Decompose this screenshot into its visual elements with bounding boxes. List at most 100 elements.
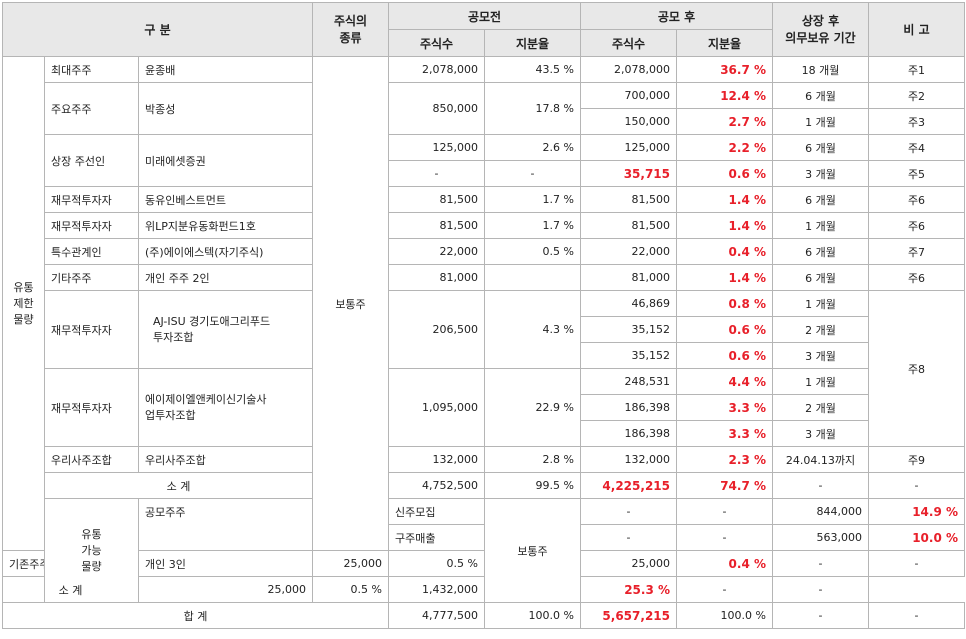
holder-type: 기타주주 [44, 264, 139, 291]
pre-stake: 2.6 % [484, 134, 581, 161]
pre-stake: 1.7 % [484, 186, 581, 213]
pre-stake: 100.0 % [484, 602, 581, 629]
table-row: 유통 제한 물량 최대주주 윤종배 보통주 2,078,000 43.5 % 2… [2, 56, 965, 551]
group-tradable-line1: 유통 [81, 527, 102, 541]
subtotal-label: 소 계 [44, 472, 313, 499]
header-row-1: 구 분 주식의 종류 공모전 공모 후 상장 후 의무보유 기간 비 고 [2, 2, 965, 57]
pre-shares: 22,000 [388, 238, 485, 265]
pre-shares: 25,000 [312, 550, 389, 577]
pre-stake: 43.5 % [484, 56, 581, 83]
post-shares: 2,078,000 [580, 56, 677, 83]
share-type-tradable: 보통주 [484, 498, 581, 603]
holder-type: 공모주주 [138, 498, 313, 551]
lockup: - [676, 576, 773, 603]
subtotal-row: 소 계 4,752,500 99.5 % 4,225,215 74.7 % - … [3, 472, 965, 499]
post-shares: 844,000 [772, 498, 869, 525]
holder-name-line1: 에이제이엘앤케이신기술사 [145, 392, 267, 406]
header-note: 비 고 [868, 2, 965, 57]
header-after-ipo: 공모 후 [580, 2, 773, 30]
header-lockup: 상장 후 의무보유 기간 [772, 2, 869, 57]
holder-name: AJ-ISU 경기도애그리푸드 투자조합 [138, 290, 313, 369]
pre-stake: 0.5 % [312, 576, 389, 603]
note: 주7 [868, 238, 965, 265]
note: 주8 [868, 290, 965, 447]
table-row: 특수관계인 (주)에이에스텍(자기주식) 22,000 0.5 % 22,000… [3, 238, 965, 265]
note: 주1 [868, 56, 965, 83]
note: 주5 [868, 160, 965, 187]
post-stake: 74.7 % [676, 472, 773, 499]
post-shares: 248,531 [580, 368, 677, 395]
post-stake: 100.0 % [676, 602, 773, 629]
pre-stake: 22.9 % [484, 368, 581, 447]
holder-type: 재무적투자자 [44, 290, 139, 369]
holder-name: 구주매출 [388, 524, 485, 551]
share-type-restricted: 보통주 [312, 56, 389, 551]
post-stake: 0.8 % [676, 290, 773, 317]
holder-name: 위LP지분유동화펀드1호 [138, 212, 313, 239]
post-shares: 4,225,215 [580, 472, 677, 499]
post-stake: 1.4 % [676, 212, 773, 239]
pre-stake [484, 264, 581, 291]
post-stake: 2.2 % [676, 134, 773, 161]
lockup: 24.04.13까지 [772, 446, 869, 473]
holder-type: 상장 주선인 [44, 134, 139, 187]
total-label: 합 계 [2, 602, 389, 629]
lockup: 1 개월 [772, 212, 869, 239]
pre-shares: 4,752,500 [388, 472, 485, 499]
post-stake: 3.3 % [676, 420, 773, 447]
pre-shares: 81,500 [388, 186, 485, 213]
header-post-stake: 지분율 [676, 29, 773, 57]
group-restricted-line2: 제한 [13, 296, 34, 310]
post-shares: 25,000 [580, 550, 677, 577]
holder-name-line1: AJ-ISU 경기도애그리푸드 [153, 314, 271, 328]
table-row: 35,152 0.6 % 2 개월 [3, 316, 965, 343]
note: 주4 [868, 134, 965, 161]
holder-name: 개인 3인 [138, 550, 313, 577]
post-shares: 35,152 [580, 316, 677, 343]
post-shares: 35,152 [580, 342, 677, 369]
pre-shares: 81,500 [388, 212, 485, 239]
table-row: 186,398 3.3 % 3 개월 [3, 420, 965, 447]
holder-type: 특수관계인 [44, 238, 139, 265]
lockup: 6 개월 [772, 264, 869, 291]
header-row-2: 주식수 지분율 주식수 지분율 [3, 29, 965, 57]
table-row: 우리사주조합 우리사주조합 132,000 2.8 % 132,000 2.3 … [3, 446, 965, 473]
table-row: 35,152 0.6 % 3 개월 [3, 342, 965, 369]
holder-type: 재무적투자자 [44, 186, 139, 213]
lockup: 1 개월 [772, 290, 869, 317]
pre-stake: - [676, 498, 773, 525]
lockup: - [772, 472, 869, 499]
note: - [868, 602, 965, 629]
post-stake: 2.3 % [676, 446, 773, 473]
table-row: 재무적투자자 에이제이엘앤케이신기술사 업투자조합 1,095,000 22.9… [3, 368, 965, 447]
pre-stake: 2.8 % [484, 446, 581, 473]
note: 주6 [868, 186, 965, 213]
post-shares: 81,000 [580, 264, 677, 291]
note: - [868, 550, 965, 577]
lockup: - [772, 602, 869, 629]
group-tradable-line3: 물량 [81, 559, 102, 573]
pre-stake: 17.8 % [484, 82, 581, 135]
post-stake: 1.4 % [676, 186, 773, 213]
post-shares: 35,715 [580, 160, 677, 187]
pre-stake: 0.5 % [484, 238, 581, 265]
post-stake: 1.4 % [676, 264, 773, 291]
header-pre-shares: 주식수 [388, 29, 485, 57]
post-stake: 25.3 % [580, 576, 677, 603]
lockup: - [772, 550, 869, 577]
table-row: 150,000 2.7 % 1 개월 주3 [3, 108, 965, 135]
lockup: 3 개월 [772, 160, 869, 187]
lockup: 6 개월 [772, 82, 869, 109]
table-row: 기타주주 개인 주주 2인 81,000 81,000 1.4 % 6 개월 주… [3, 264, 965, 291]
post-stake: 12.4 % [676, 82, 773, 109]
holder-name: 박종성 [138, 82, 313, 135]
holder-name: 신주모집 [388, 498, 485, 525]
header-share-type-line1: 주식의 [333, 13, 368, 28]
post-stake: 3.3 % [676, 394, 773, 421]
pre-shares: 132,000 [388, 446, 485, 473]
subtotal-row: 소 계 25,000 0.5 % 1,432,000 25.3 % - - [2, 576, 965, 603]
group-tradable-line2: 가능 [81, 543, 102, 557]
note: 주6 [868, 212, 965, 239]
post-shares: 150,000 [580, 108, 677, 135]
pre-stake: - [484, 160, 581, 187]
